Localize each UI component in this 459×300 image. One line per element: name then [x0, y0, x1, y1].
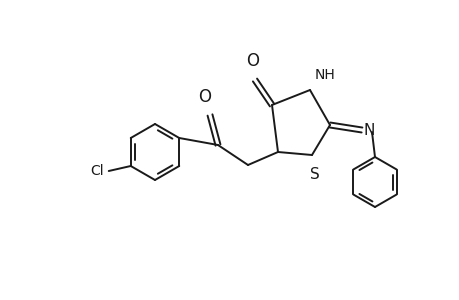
Text: Cl: Cl — [90, 164, 103, 178]
Text: O: O — [198, 88, 211, 106]
Text: NH: NH — [314, 68, 335, 82]
Text: O: O — [246, 52, 259, 70]
Text: N: N — [363, 122, 375, 137]
Text: S: S — [309, 167, 319, 182]
